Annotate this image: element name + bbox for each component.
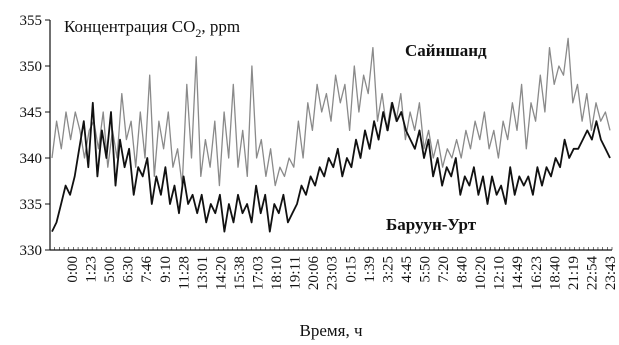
x-tick-label: 15:38 [232,256,248,290]
chart-title-prefix: Концентрация СО [64,17,195,36]
x-tick-label: 16:23 [529,256,545,290]
y-tick-label: 335 [20,197,43,213]
x-tick-label: 3:25 [380,256,396,283]
x-axis-ticks: 0:00 1:23 5:00 6:30 7:46 9:10 11:28 13:01 14:20 1… [49,247,619,291]
y-tick-label: 345 [20,105,43,121]
x-tick-label: 7:46 [139,256,155,283]
y-tick-label: 355 [20,13,43,29]
y-axis-ticks: 330 335 340 345 350 355 [20,13,50,259]
plot-area: 330 335 340 345 350 355 0:00 1:23 5:00 6:30 7:46 9… [20,13,619,290]
y-tick-label: 350 [20,59,43,75]
chart-title-subscript: 2 [195,26,201,40]
x-tick-label: 12:10 [492,256,508,290]
x-tick-label: 1:39 [362,256,378,283]
chart-title: Концентрация СО2, ppm [64,17,240,40]
x-tick-label: 5:00 [102,256,118,283]
x-tick-label: 11:28 [176,256,192,290]
x-tick-label: 6:30 [121,256,137,283]
x-tick-label: 10:20 [473,256,489,290]
x-tick-label: 9:10 [158,256,174,283]
x-tick-label: 18:10 [269,256,285,290]
series-lines [51,37,611,233]
x-tick-label: 23:03 [325,256,341,290]
series-label-baruun-urt: Баруун-Урт [386,215,477,234]
x-tick-label: 7:20 [436,256,452,283]
x-tick-label: 0:00 [65,256,81,283]
x-tick-label: 14:20 [213,256,229,290]
x-tick-label: 18:40 [547,256,563,290]
chart-title-suffix: , ppm [201,17,240,36]
x-tick-label: 0:15 [343,256,359,283]
x-axis-title: Время, ч [299,321,362,340]
series-line-baruun-urt [51,101,611,233]
x-tick-label: 21:19 [566,256,582,290]
x-tick-label: 4:45 [399,256,415,283]
series-label-sainshand: Сайншанд [405,41,487,60]
x-tick-label: 19:11 [288,256,304,290]
x-tick-label: 13:01 [195,256,211,290]
x-tick-label: 8:40 [455,256,471,283]
x-tick-label: 23:43 [603,256,619,290]
x-tick-label: 5:50 [417,256,433,283]
x-tick-label: 1:23 [84,256,100,283]
series-line-sainshand [51,37,611,187]
x-tick-label: 20:06 [306,256,322,291]
x-tick-label: 17:03 [251,256,267,290]
y-tick-label: 330 [20,243,43,259]
x-tick-label: 14:49 [510,256,526,290]
x-tick-label: 22:54 [584,256,600,291]
y-tick-label: 340 [20,151,43,167]
